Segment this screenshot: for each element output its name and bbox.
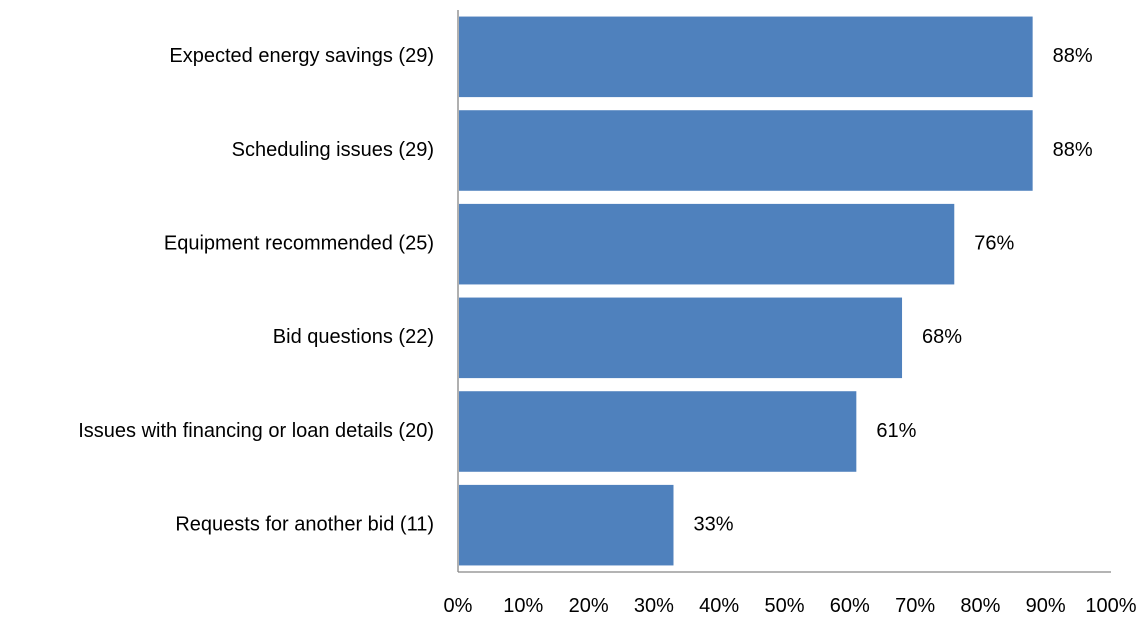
x-tick-label: 60% [830, 595, 870, 617]
bar [459, 16, 1033, 98]
bars-group [459, 16, 1033, 566]
data-label: 88% [1053, 45, 1093, 67]
category-label: Scheduling issues (29) [232, 139, 434, 161]
data-labels: 88% 88% 76% 68% 61% 33% [693, 45, 1092, 535]
bar [459, 110, 1033, 191]
category-labels: Expected energy savings (29) Scheduling i… [78, 45, 434, 535]
category-label: Equipment recommended (25) [164, 232, 434, 254]
x-tick-label: 10% [503, 595, 543, 617]
data-label: 33% [693, 513, 733, 535]
data-label: 68% [922, 326, 962, 348]
x-tick-label: 100% [1085, 595, 1136, 617]
data-label: 76% [974, 232, 1014, 254]
x-tick-label: 30% [634, 595, 674, 617]
category-label: Expected energy savings (29) [169, 45, 434, 67]
x-tick-label: 70% [895, 595, 935, 617]
x-tick-label: 80% [960, 595, 1000, 617]
bar [459, 203, 955, 285]
x-tick-label: 90% [1026, 595, 1066, 617]
bar [459, 297, 903, 379]
x-tick-label: 40% [699, 595, 739, 617]
x-tick-label: 20% [569, 595, 609, 617]
bar [459, 391, 857, 472]
data-label: 61% [876, 420, 916, 442]
category-label: Bid questions (22) [273, 326, 434, 348]
axes-group [457, 10, 1111, 573]
category-label: Issues with financing or loan details (2… [78, 420, 434, 442]
category-label: Requests for another bid (11) [175, 513, 434, 535]
x-tick-label: 50% [764, 595, 804, 617]
x-tick-label: 0% [444, 595, 473, 617]
x-tick-labels: 0% 10% 20% 30% 40% 50% 60% 70% 80% 90% 100% [444, 595, 1137, 617]
bar [459, 484, 674, 566]
data-label: 88% [1053, 139, 1093, 161]
